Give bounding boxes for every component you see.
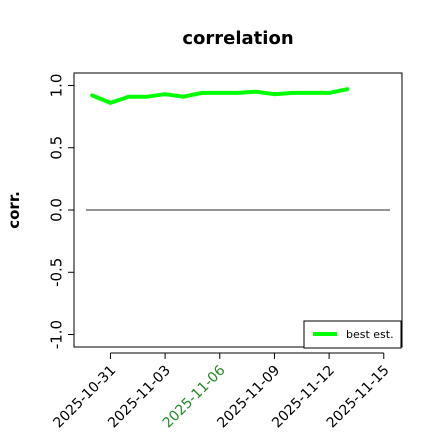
y-tick-label: -0.5 — [48, 258, 66, 287]
y-tick-label: -1.0 — [48, 320, 66, 349]
y-axis: -1.0 -0.5 0.0 0.5 1.0 — [48, 74, 75, 350]
y-tick-label: 0.0 — [48, 198, 66, 222]
y-tick-label: 1.0 — [48, 74, 66, 98]
y-tick-label: 0.5 — [48, 136, 66, 160]
y-axis-label: corr. — [5, 191, 23, 229]
x-axis: 2025-10-312025-11-032025-11-062025-11-09… — [50, 353, 392, 431]
series-lines — [92, 89, 347, 103]
legend: best est. — [304, 321, 401, 348]
legend-label-best-est: best est. — [346, 328, 394, 341]
chart-title: correlation — [182, 28, 293, 49]
series-line-best-est — [92, 89, 347, 103]
